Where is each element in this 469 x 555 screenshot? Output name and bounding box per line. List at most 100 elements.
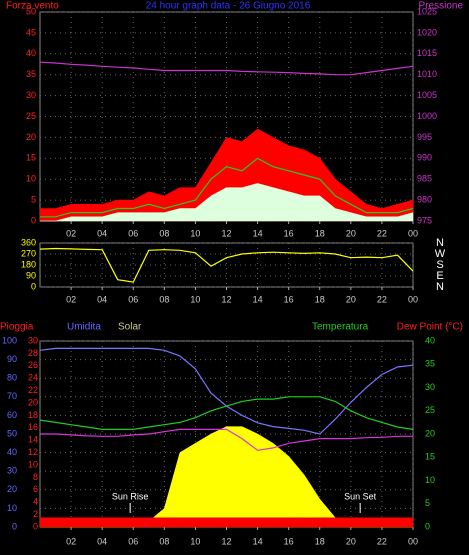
x-tick-label: 22: [377, 228, 387, 238]
y-tick-label: 50: [7, 428, 17, 438]
x-tick-label: 08: [159, 536, 169, 546]
series-line: [40, 157, 414, 218]
y3-tick-label: 28: [28, 348, 38, 358]
y-tick-label: 20: [7, 484, 17, 494]
x-tick-label: 14: [253, 228, 263, 238]
x-tick-label: 10: [190, 228, 200, 238]
ylabel-label: Dew Point (°C): [397, 322, 463, 333]
x-tick-label: 00: [408, 228, 418, 238]
ylabel-label: Pioggia: [0, 322, 34, 333]
x-tick-label: 16: [284, 228, 294, 238]
series-line: [39, 396, 414, 430]
y-tick-label: 10: [26, 174, 36, 184]
y-tick-label: 20: [26, 132, 36, 142]
x-tick-label: 14: [253, 294, 263, 304]
x-tick-label: 12: [221, 294, 231, 304]
y-tick-label: 90: [26, 270, 36, 280]
x-tick-label: 22: [377, 536, 387, 546]
y-tick-label: 360: [21, 237, 36, 247]
y2-tick-label: 1010: [417, 69, 437, 79]
ylabel-label: Pressione: [419, 1, 464, 12]
y3-tick-label: 0: [33, 521, 38, 531]
y-tick-label: 60: [7, 410, 17, 420]
y3-tick-label: 6: [33, 484, 38, 494]
annotation: Sun Rise: [112, 491, 149, 501]
y3-tick-label: 4: [33, 497, 38, 507]
y-tick-label: 100: [2, 335, 17, 345]
y2-tick-label: N: [436, 237, 444, 249]
y2-tick-label: 990: [417, 153, 432, 163]
y3-tick-label: 18: [28, 410, 38, 420]
title-label: 24 hour graph data - 26 Giugno 2016: [146, 1, 311, 12]
y3-tick-label: 16: [28, 422, 38, 432]
series-line: [40, 428, 413, 451]
series-line: [39, 61, 414, 76]
x-tick-label: 18: [315, 294, 325, 304]
y2-tick-label: 985: [417, 174, 432, 184]
y-tick-label: 70: [7, 391, 17, 401]
y2-tick-label: E: [436, 270, 443, 282]
x-tick-label: 20: [346, 294, 356, 304]
y2-tick-label: N: [436, 281, 444, 293]
y-tick-label: 5: [31, 194, 36, 204]
ylabel-label: Forza vento: [6, 1, 59, 12]
annotation: Sun Set: [344, 491, 377, 501]
y3-tick-label: 30: [28, 335, 38, 345]
x-tick-label: 10: [190, 294, 200, 304]
x-tick-label: 14: [253, 536, 263, 546]
y3-tick-label: 10: [28, 459, 38, 469]
x-tick-label: 20: [346, 536, 356, 546]
y3-tick-label: 22: [28, 385, 38, 395]
series-area: [40, 426, 413, 528]
series-area: [40, 183, 414, 222]
y2-tick-label: 1005: [417, 90, 437, 100]
x-tick-label: 18: [315, 536, 325, 546]
y2-tick-label: 975: [417, 215, 432, 225]
ylabel-label: Temperatura: [312, 322, 369, 333]
series-line: [39, 247, 414, 283]
series-area: [39, 517, 414, 528]
y2-tick-label: 1025: [417, 6, 437, 16]
x-tick-label: 12: [221, 536, 231, 546]
y-tick-label: 80: [7, 373, 17, 383]
y3-tick-label: 2: [33, 509, 38, 519]
x-tick-label: 04: [97, 536, 107, 546]
y-tick-label: 180: [21, 259, 36, 269]
x-tick-label: 02: [66, 536, 76, 546]
x-tick-label: 16: [284, 294, 294, 304]
y2-tick-label: 15: [425, 452, 435, 462]
x-tick-label: 08: [159, 294, 169, 304]
ylabel-label: Umidita: [67, 322, 101, 333]
y2-tick-label: 35: [425, 359, 435, 369]
y2-tick-label: 1000: [417, 111, 437, 121]
y2-tick-label: 5: [425, 498, 430, 508]
y-tick-label: 40: [7, 447, 17, 457]
y-tick-label: 25: [26, 111, 36, 121]
y2-tick-label: 995: [417, 132, 432, 142]
y2-tick-label: 40: [425, 335, 435, 345]
y-tick-label: 270: [21, 248, 36, 258]
y3-tick-label: 8: [33, 472, 38, 482]
x-tick-label: 10: [190, 536, 200, 546]
y-tick-label: 50: [26, 6, 36, 16]
x-tick-label: 12: [221, 228, 231, 238]
x-tick-label: 06: [128, 294, 138, 304]
y-tick-label: 0: [31, 215, 36, 225]
x-tick-label: 16: [284, 536, 294, 546]
x-tick-label: 00: [408, 294, 418, 304]
y-tick-label: 35: [26, 69, 36, 79]
y3-tick-label: 12: [28, 447, 38, 457]
x-tick-label: 18: [315, 228, 325, 238]
y2-tick-label: W: [435, 248, 446, 260]
y-tick-label: 30: [7, 466, 17, 476]
y-tick-label: 40: [26, 48, 36, 58]
x-tick-label: 04: [97, 228, 107, 238]
x-tick-label: 02: [66, 228, 76, 238]
x-tick-label: 04: [97, 294, 107, 304]
y2-tick-label: 0: [425, 521, 430, 531]
y-tick-label: 0: [12, 521, 17, 531]
y3-tick-label: 26: [28, 360, 38, 370]
y2-tick-label: S: [436, 259, 443, 271]
x-tick-label: 20: [346, 228, 356, 238]
